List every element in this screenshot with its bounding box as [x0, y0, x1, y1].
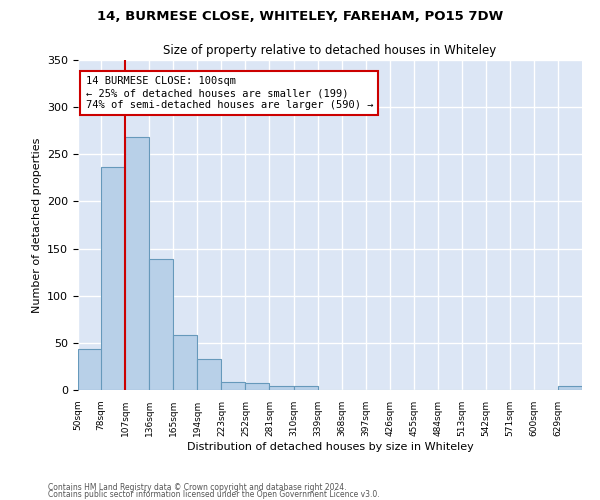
- Bar: [125, 138, 149, 390]
- Text: 14 BURMESE CLOSE: 100sqm
← 25% of detached houses are smaller (199)
74% of semi-: 14 BURMESE CLOSE: 100sqm ← 25% of detach…: [86, 76, 373, 110]
- Title: Size of property relative to detached houses in Whiteley: Size of property relative to detached ho…: [163, 44, 497, 58]
- Bar: [221, 382, 245, 390]
- Bar: [78, 348, 102, 390]
- Bar: [293, 386, 317, 390]
- Text: Contains HM Land Registry data © Crown copyright and database right 2024.: Contains HM Land Registry data © Crown c…: [48, 484, 347, 492]
- Text: 14, BURMESE CLOSE, WHITELEY, FAREHAM, PO15 7DW: 14, BURMESE CLOSE, WHITELEY, FAREHAM, PO…: [97, 10, 503, 23]
- Bar: [558, 386, 582, 390]
- Bar: [101, 166, 125, 390]
- Y-axis label: Number of detached properties: Number of detached properties: [32, 138, 41, 312]
- X-axis label: Distribution of detached houses by size in Whiteley: Distribution of detached houses by size …: [187, 442, 473, 452]
- Bar: [197, 359, 221, 390]
- Bar: [245, 384, 269, 390]
- Bar: [269, 386, 293, 390]
- Text: Contains public sector information licensed under the Open Government Licence v3: Contains public sector information licen…: [48, 490, 380, 499]
- Bar: [149, 259, 173, 390]
- Bar: [173, 336, 197, 390]
